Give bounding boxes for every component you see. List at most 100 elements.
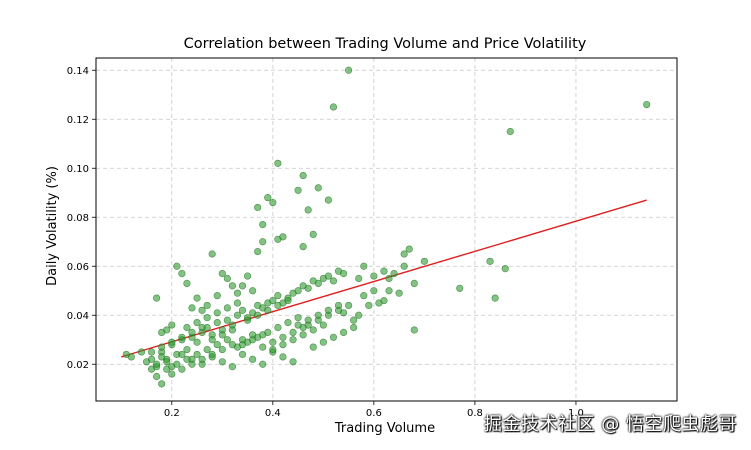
scatter-points	[122, 66, 651, 388]
data-point	[153, 294, 161, 302]
x-tick-label: 0.8	[467, 408, 483, 419]
data-point	[178, 270, 186, 278]
data-point	[350, 323, 358, 332]
data-point	[158, 328, 166, 337]
data-point	[178, 333, 186, 341]
trend-line	[121, 199, 647, 358]
data-point	[360, 262, 368, 270]
data-point	[314, 279, 322, 288]
x-tick-label: 1.0	[568, 408, 584, 419]
trend-line-group	[121, 199, 647, 358]
data-point	[218, 345, 226, 354]
data-point	[309, 326, 317, 334]
y-tick-label: 0.02	[67, 360, 89, 371]
data-point	[355, 311, 363, 319]
data-point	[188, 360, 196, 368]
data-point	[284, 296, 292, 305]
data-point	[299, 331, 307, 339]
data-point	[249, 355, 257, 363]
data-point	[183, 345, 191, 354]
data-point	[304, 206, 312, 214]
data-point	[259, 360, 267, 368]
data-point	[339, 328, 348, 337]
data-point	[153, 372, 161, 381]
data-point	[208, 350, 216, 359]
data-point	[269, 345, 277, 354]
data-point	[314, 311, 322, 319]
data-point	[208, 336, 216, 344]
data-point	[350, 316, 358, 324]
data-point	[163, 365, 171, 373]
data-point	[294, 314, 302, 322]
data-point	[147, 355, 156, 363]
data-point	[375, 299, 383, 307]
data-point	[279, 333, 287, 341]
data-point	[339, 270, 348, 278]
data-point	[380, 267, 388, 275]
data-point	[223, 336, 231, 344]
data-point	[228, 341, 237, 349]
data-point	[410, 279, 418, 288]
data-point	[153, 360, 161, 368]
data-point	[183, 355, 191, 363]
data-point	[334, 301, 343, 310]
data-point	[243, 316, 252, 324]
data-point	[198, 306, 206, 314]
x-axis-title: Trading Volume	[334, 421, 435, 436]
data-point	[213, 319, 221, 327]
data-point	[506, 127, 514, 136]
data-point	[254, 247, 262, 256]
data-point	[208, 250, 216, 258]
data-point	[274, 292, 282, 300]
data-point	[279, 233, 287, 241]
data-point	[193, 319, 201, 327]
data-point	[491, 294, 499, 302]
data-point	[345, 301, 353, 310]
chart-title: Correlation between Trading Volume and P…	[184, 36, 587, 52]
data-point	[304, 316, 312, 324]
data-point	[259, 331, 267, 339]
data-point	[329, 277, 338, 285]
data-point	[213, 341, 221, 349]
data-point	[249, 287, 257, 295]
data-point	[390, 270, 398, 278]
x-tick-label: 0.4	[265, 408, 281, 419]
data-point	[259, 238, 267, 246]
data-point	[198, 355, 206, 363]
data-point	[213, 309, 221, 317]
data-point	[158, 380, 166, 388]
y-tick-label: 0.08	[67, 213, 89, 224]
data-point	[238, 282, 247, 290]
data-point	[233, 289, 242, 297]
y-axis-title: Daily Volatility (%)	[45, 166, 60, 286]
data-point	[274, 301, 282, 310]
y-axis-ticks: 0.02 0.04 0.06 0.08 0.10 0.12 0.14	[67, 66, 96, 371]
data-point	[501, 265, 509, 273]
data-point	[264, 306, 272, 314]
data-point	[329, 103, 338, 111]
data-point	[213, 292, 221, 300]
data-point	[365, 301, 373, 310]
data-point	[385, 287, 393, 295]
data-point	[238, 306, 247, 314]
data-point	[158, 343, 166, 351]
data-point	[400, 262, 408, 270]
data-point	[289, 358, 297, 366]
data-point	[456, 284, 464, 292]
x-tick-label: 0.2	[164, 408, 180, 419]
data-point	[198, 323, 206, 332]
data-point	[218, 270, 226, 278]
x-tick-label: 0.6	[366, 408, 382, 419]
data-point	[178, 350, 186, 359]
data-point	[329, 333, 338, 341]
data-point	[324, 306, 333, 314]
data-point	[238, 336, 247, 344]
data-point	[193, 294, 201, 302]
data-point	[395, 289, 403, 297]
data-point	[289, 336, 297, 344]
data-point	[370, 272, 378, 280]
data-point	[193, 350, 201, 359]
data-point	[355, 274, 363, 283]
data-point	[259, 343, 267, 351]
data-point	[168, 321, 176, 329]
